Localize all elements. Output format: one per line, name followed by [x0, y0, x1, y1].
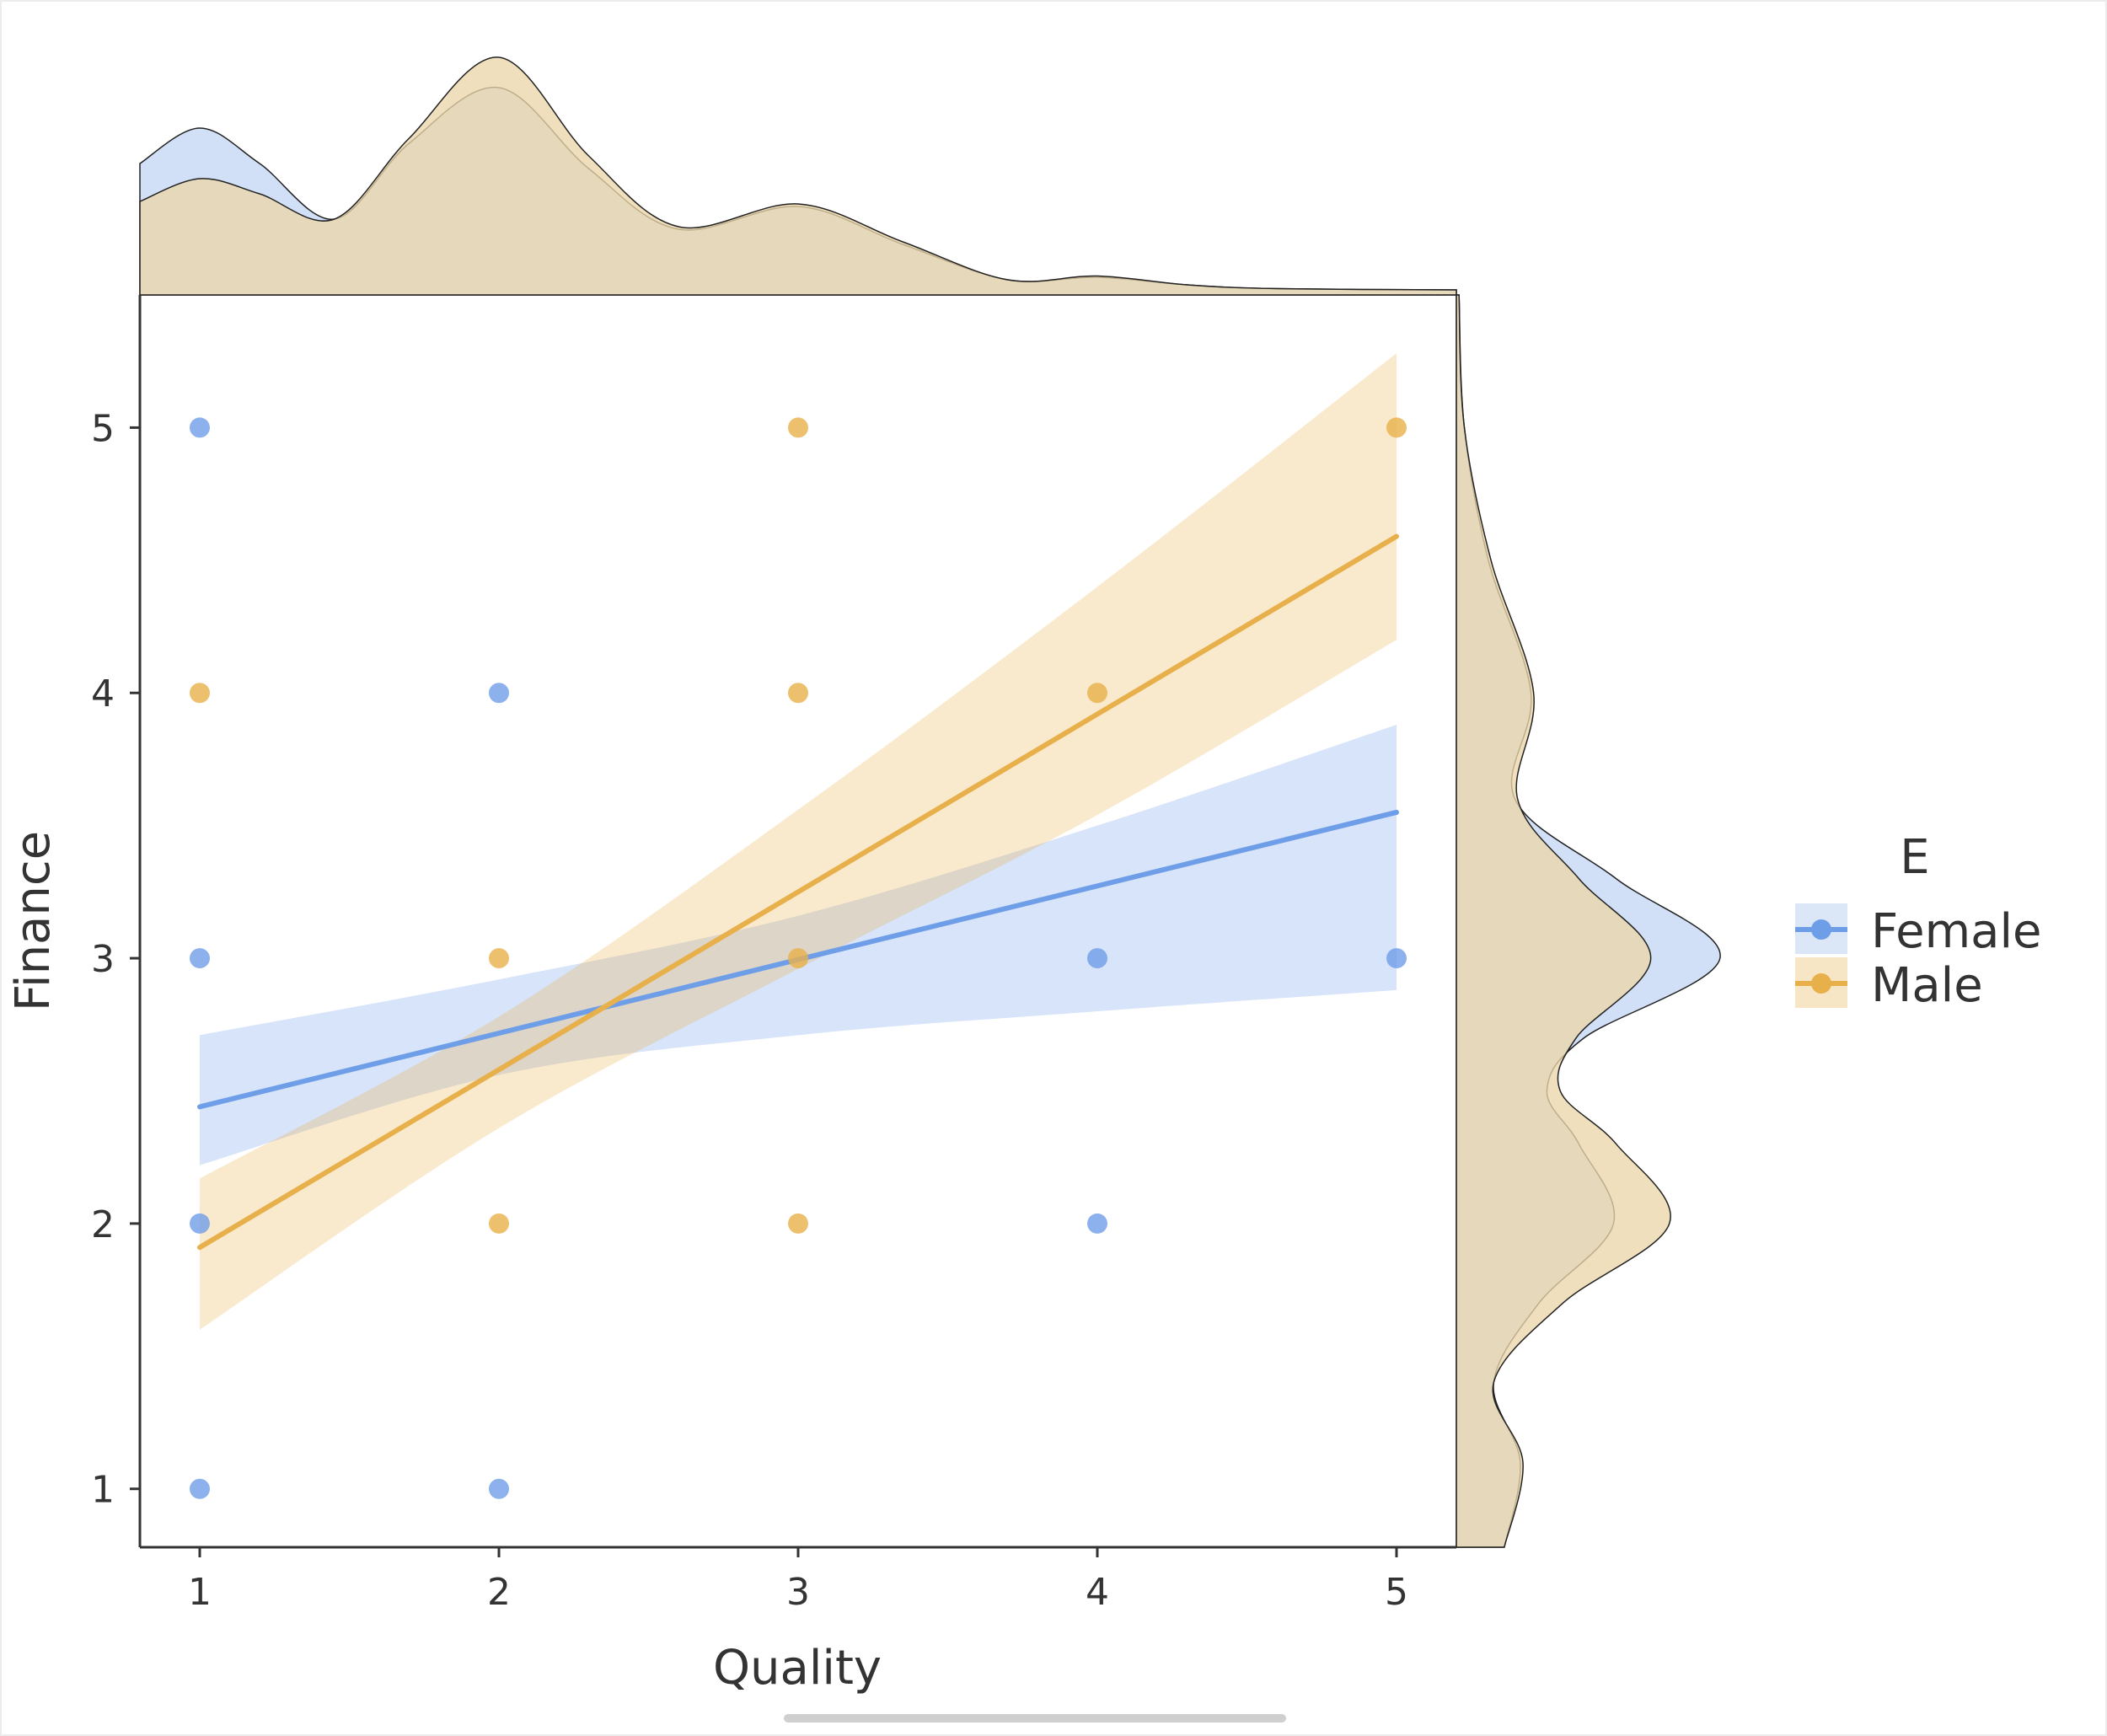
point-female: [1087, 948, 1107, 969]
point-male: [1087, 683, 1107, 704]
tick-marks: 1 2 3 4 5 1 2 3 4 5: [91, 407, 1408, 1614]
legend-title: E: [1900, 830, 1929, 885]
y-axis-title: Finance: [6, 831, 61, 1011]
y-tick-label: 5: [91, 407, 115, 450]
top-marginal-density: [139, 56, 1457, 296]
point-female: [489, 1478, 509, 1499]
confidence-bands: [200, 353, 1397, 1330]
point-male: [190, 683, 210, 704]
point-female: [489, 683, 509, 704]
legend-item-female: Female: [1795, 903, 2041, 959]
x-tick-label: 3: [786, 1571, 810, 1614]
point-female: [1386, 948, 1407, 969]
y-tick-label: 1: [91, 1469, 115, 1512]
x-tick-label: 4: [1086, 1571, 1109, 1614]
x-tick-label: 1: [188, 1571, 212, 1614]
legend-marker-female: [1811, 919, 1831, 940]
y-tick-label: 2: [91, 1203, 115, 1246]
point-male: [788, 417, 808, 438]
confidence-band-female: [200, 725, 1397, 1165]
y-tick-label: 4: [91, 672, 115, 715]
point-male: [788, 1213, 808, 1234]
fit-line-male: [197, 533, 1399, 1251]
legend-item-male: Male: [1795, 957, 1983, 1013]
point-male: [489, 948, 509, 969]
right-marginal-density: [1456, 294, 1721, 1548]
horizontal-scrollbar-thumb[interactable]: [784, 1714, 1286, 1723]
point-male: [788, 683, 808, 704]
x-axis-title: Quality: [713, 1641, 882, 1696]
x-tick-label: 2: [487, 1571, 511, 1614]
point-male: [788, 948, 808, 969]
legend-marker-male: [1811, 973, 1831, 994]
right-density-male: [1456, 294, 1671, 1548]
legend-label-male: Male: [1871, 958, 1983, 1013]
point-female: [190, 417, 210, 438]
point-male: [1386, 417, 1407, 438]
point-female: [190, 1213, 210, 1234]
confidence-band-male: [200, 353, 1397, 1330]
point-male: [489, 1213, 509, 1234]
scatter-points: [190, 417, 1407, 1499]
y-tick-label: 3: [91, 938, 115, 981]
point-female: [190, 1478, 210, 1499]
legend-label-female: Female: [1871, 904, 2041, 959]
legend: E Female Male: [1795, 830, 2041, 1013]
top-density-male: [139, 56, 1457, 296]
x-tick-label: 5: [1385, 1571, 1408, 1614]
point-female: [190, 948, 210, 969]
point-female: [1087, 1213, 1107, 1234]
